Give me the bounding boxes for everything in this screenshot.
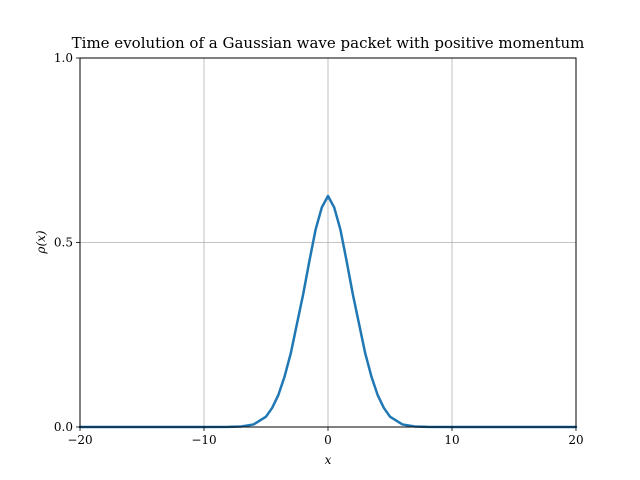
x-axis-label: x — [325, 453, 332, 467]
series-layer — [78, 194, 578, 429]
y-axis-label: ρ(x) — [34, 230, 48, 255]
series-line — [78, 194, 578, 429]
x-tick-label: 10 — [444, 433, 459, 447]
ticks: −20 −10 0 10 20 0.0 0.5 1.0 — [54, 51, 584, 447]
x-tick-label: −10 — [191, 433, 216, 447]
x-tick-label: 20 — [568, 433, 583, 447]
x-tick-label: −20 — [67, 433, 92, 447]
y-tick-label: 0.5 — [54, 236, 73, 250]
y-tick-label: 0.0 — [54, 420, 73, 434]
chart-title: Time evolution of a Gaussian wave packet… — [72, 34, 585, 52]
y-tick-label: 1.0 — [54, 51, 73, 65]
x-tick-label: 0 — [324, 433, 332, 447]
